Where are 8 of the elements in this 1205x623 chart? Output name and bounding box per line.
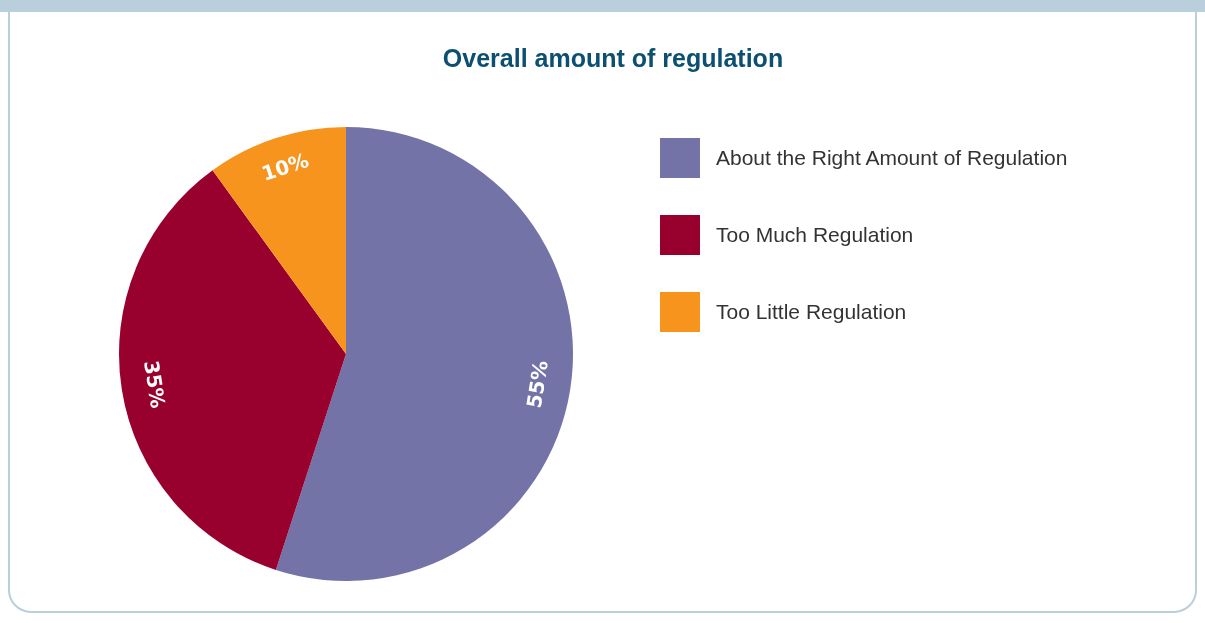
data-label: 10% [258, 148, 312, 186]
data-label: 35% [139, 358, 171, 410]
legend-label: About the Right Amount of Regulation [716, 146, 1068, 169]
legend-label: Too Much Regulation [716, 223, 914, 246]
pie-slice [212, 127, 346, 354]
chart-title: Overall amount of regulation [442, 44, 784, 72]
legend-label: Too Little Regulation [716, 300, 907, 323]
data-label: 55% [521, 358, 553, 410]
